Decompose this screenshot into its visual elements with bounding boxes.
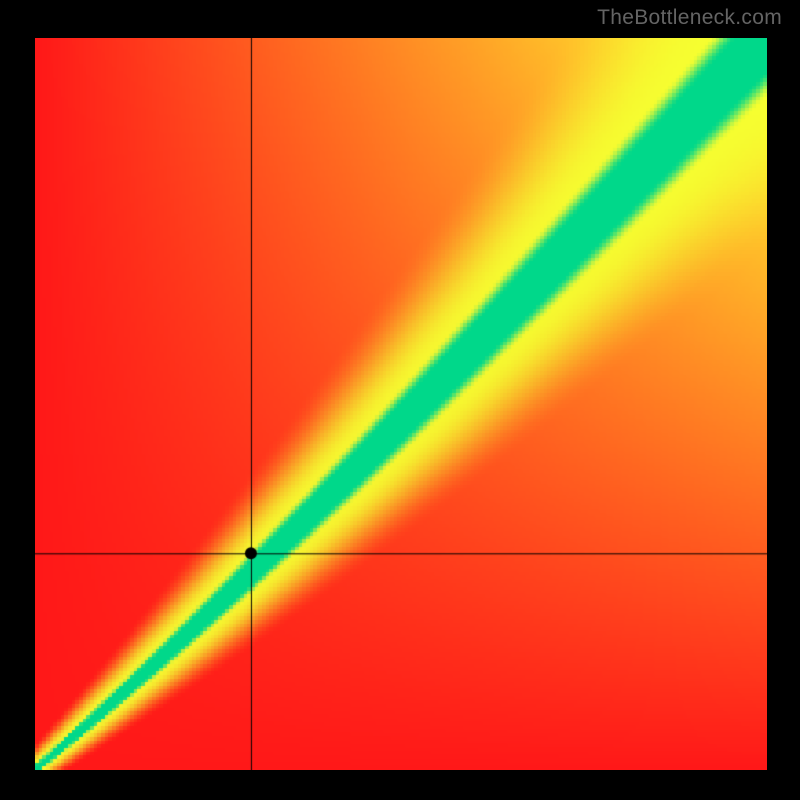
heatmap-canvas bbox=[35, 38, 767, 770]
chart-container: TheBottleneck.com bbox=[0, 0, 800, 800]
heatmap-plot bbox=[35, 38, 767, 770]
watermark-text: TheBottleneck.com bbox=[597, 6, 782, 30]
